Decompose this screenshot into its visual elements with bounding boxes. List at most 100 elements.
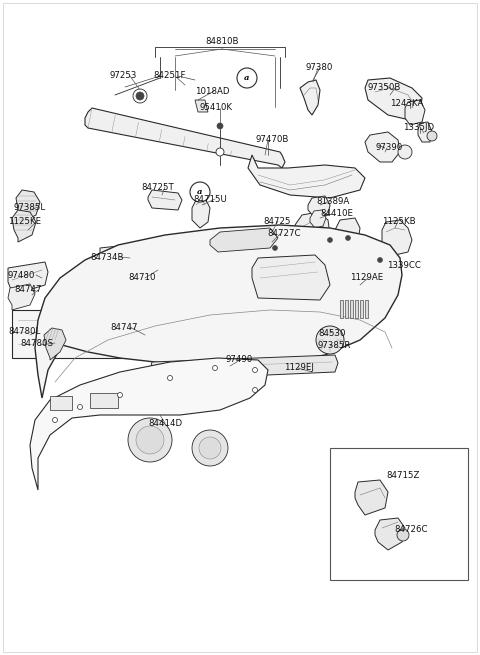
Circle shape: [52, 417, 58, 422]
Polygon shape: [365, 78, 422, 120]
Text: 1243KA: 1243KA: [390, 98, 423, 107]
Polygon shape: [12, 310, 148, 358]
Text: 84727C: 84727C: [267, 229, 300, 238]
Polygon shape: [382, 220, 412, 255]
Circle shape: [273, 246, 277, 250]
Text: 84734B: 84734B: [90, 252, 123, 261]
Circle shape: [397, 529, 409, 541]
Polygon shape: [355, 300, 358, 318]
Circle shape: [237, 68, 257, 88]
Text: 84810B: 84810B: [205, 37, 239, 47]
Circle shape: [316, 326, 344, 354]
Polygon shape: [30, 358, 268, 490]
Text: 1335JD: 1335JD: [403, 122, 434, 132]
Text: 84710: 84710: [128, 274, 156, 282]
Polygon shape: [360, 300, 363, 318]
Polygon shape: [350, 300, 353, 318]
Polygon shape: [44, 328, 66, 360]
Text: 84410E: 84410E: [320, 210, 353, 219]
Text: 84726C: 84726C: [394, 525, 428, 534]
Polygon shape: [90, 393, 118, 408]
Text: 1125KB: 1125KB: [382, 217, 416, 225]
Polygon shape: [85, 108, 285, 168]
Circle shape: [213, 365, 217, 371]
Circle shape: [199, 437, 221, 459]
Polygon shape: [192, 198, 210, 228]
Polygon shape: [248, 155, 365, 198]
Polygon shape: [35, 225, 402, 398]
Text: a: a: [341, 458, 347, 466]
Text: 97385R: 97385R: [318, 341, 351, 350]
Polygon shape: [405, 100, 425, 125]
Text: 95410K: 95410K: [200, 103, 233, 113]
Circle shape: [133, 89, 147, 103]
Circle shape: [327, 238, 333, 242]
Polygon shape: [300, 80, 320, 115]
Polygon shape: [295, 212, 330, 250]
Text: 97480: 97480: [8, 271, 36, 280]
Polygon shape: [8, 284, 35, 310]
Polygon shape: [12, 210, 36, 242]
Polygon shape: [308, 196, 330, 218]
Text: 97350B: 97350B: [368, 83, 401, 92]
Text: 97470B: 97470B: [255, 136, 288, 145]
Circle shape: [118, 392, 122, 398]
Text: 84251F: 84251F: [153, 71, 185, 81]
Text: 84725T: 84725T: [141, 183, 174, 191]
Polygon shape: [355, 480, 388, 515]
Circle shape: [252, 388, 257, 392]
Polygon shape: [418, 122, 432, 142]
Circle shape: [427, 131, 437, 141]
Polygon shape: [335, 218, 360, 248]
Circle shape: [377, 257, 383, 263]
Text: 84747: 84747: [14, 286, 41, 295]
Polygon shape: [100, 242, 160, 273]
Text: 97380: 97380: [306, 64, 334, 73]
Text: 1018AD: 1018AD: [195, 86, 229, 96]
Polygon shape: [50, 396, 72, 410]
Text: 1339CC: 1339CC: [387, 261, 421, 269]
Polygon shape: [375, 518, 405, 550]
Text: 1125KE: 1125KE: [8, 217, 41, 227]
Circle shape: [398, 145, 412, 159]
Text: 84715Z: 84715Z: [386, 472, 420, 481]
Polygon shape: [340, 300, 343, 318]
Circle shape: [334, 452, 354, 472]
Text: 1129AE: 1129AE: [350, 274, 383, 282]
Polygon shape: [252, 255, 330, 300]
Circle shape: [190, 182, 210, 202]
Circle shape: [77, 405, 83, 409]
Polygon shape: [345, 300, 348, 318]
Text: 97390: 97390: [375, 143, 402, 153]
Circle shape: [168, 375, 172, 381]
Text: a: a: [197, 188, 203, 196]
Circle shape: [192, 430, 228, 466]
Text: 84747: 84747: [110, 322, 137, 331]
Circle shape: [217, 123, 223, 129]
Text: 81389A: 81389A: [316, 196, 349, 206]
Text: 84780L: 84780L: [8, 326, 40, 335]
Polygon shape: [365, 300, 368, 318]
Text: 84530: 84530: [318, 329, 346, 337]
Polygon shape: [8, 262, 48, 295]
Circle shape: [136, 426, 164, 454]
Polygon shape: [16, 190, 40, 222]
Circle shape: [252, 367, 257, 373]
Text: 1129EJ: 1129EJ: [284, 364, 314, 373]
Polygon shape: [365, 132, 400, 162]
Polygon shape: [195, 100, 208, 112]
Polygon shape: [210, 228, 278, 252]
Circle shape: [346, 236, 350, 240]
Polygon shape: [310, 210, 326, 228]
Circle shape: [128, 418, 172, 462]
Text: 84725: 84725: [263, 217, 290, 225]
Text: a: a: [244, 74, 250, 82]
Polygon shape: [255, 228, 290, 262]
Text: 84414D: 84414D: [148, 419, 182, 428]
Polygon shape: [148, 190, 182, 210]
Text: 84780S: 84780S: [20, 339, 53, 348]
Text: 97490: 97490: [225, 356, 252, 364]
Circle shape: [216, 148, 224, 156]
Text: 97253: 97253: [109, 71, 136, 81]
Polygon shape: [150, 355, 338, 382]
